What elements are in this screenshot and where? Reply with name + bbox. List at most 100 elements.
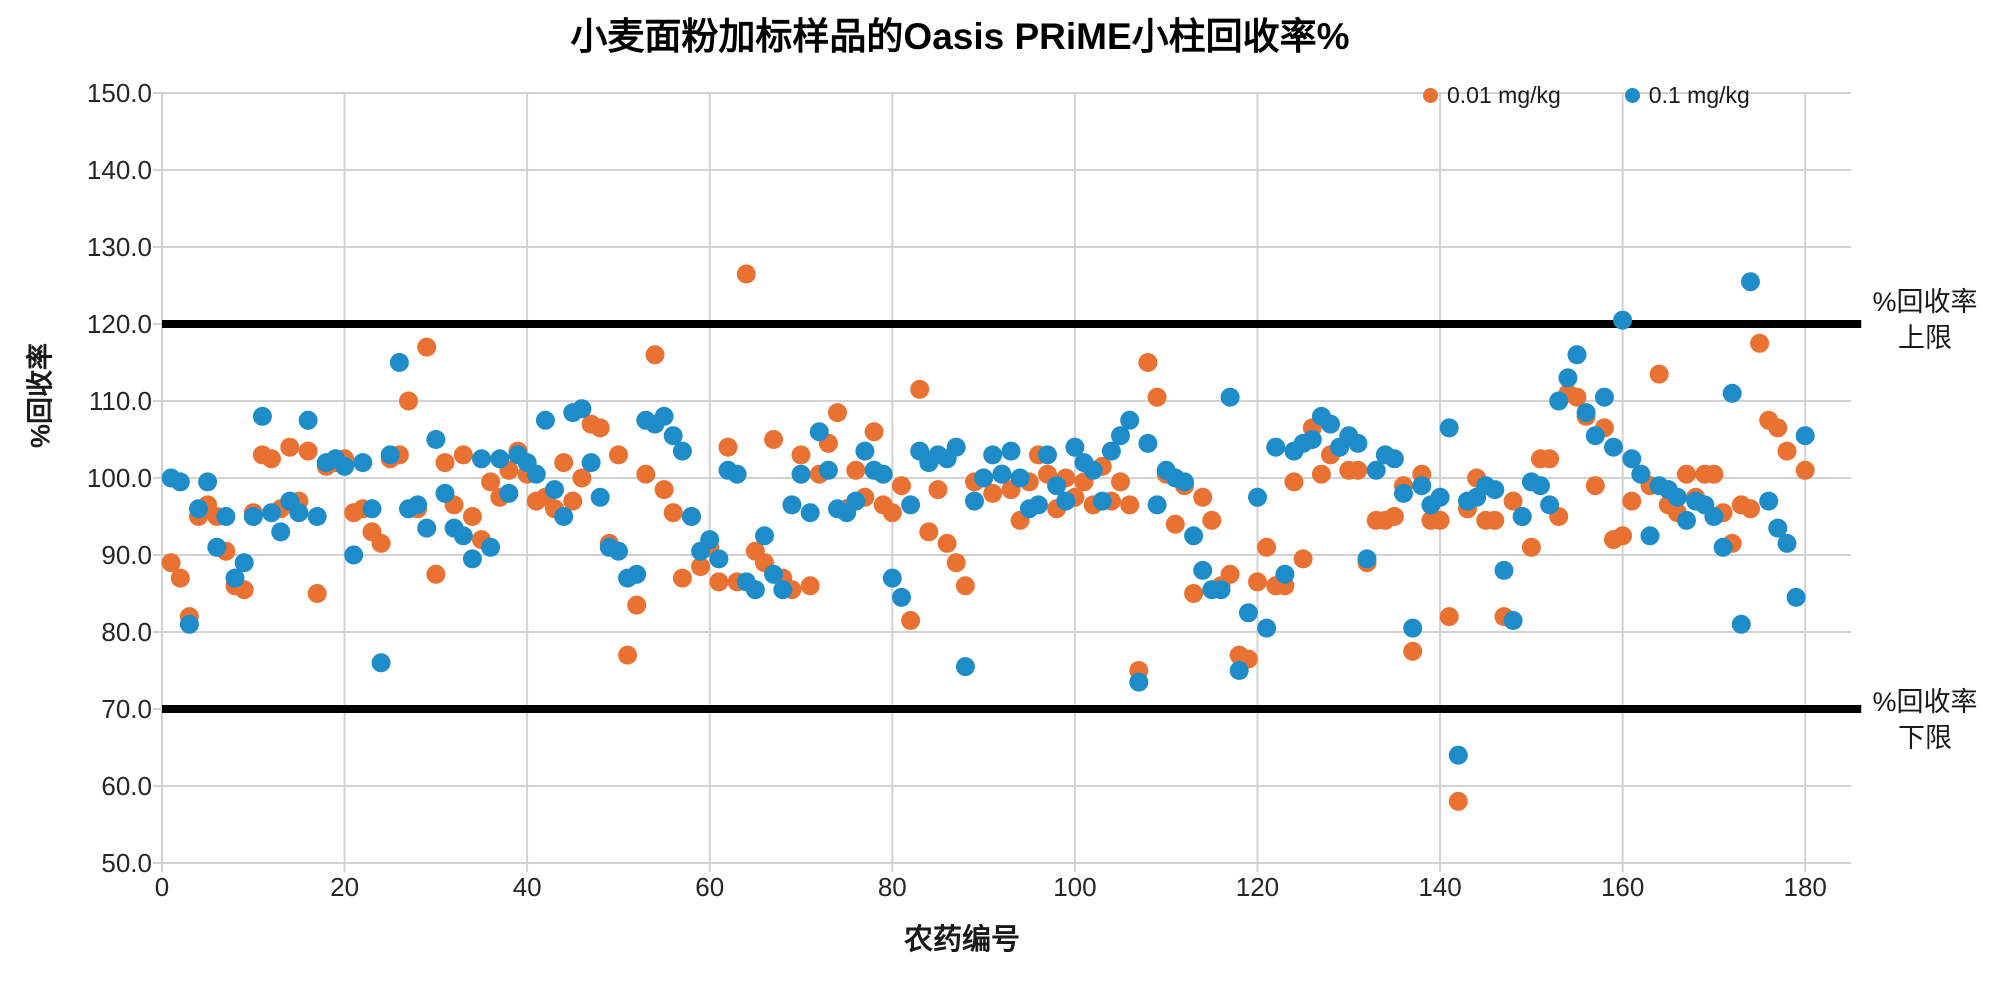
data-point-0.1-mg-kg (289, 503, 309, 523)
data-point-0.01-mg-kg (307, 584, 327, 603)
data-point-0.1-mg-kg (1503, 611, 1523, 630)
data-point-0.1-mg-kg (901, 495, 921, 515)
data-point-0.01-mg-kg (1202, 510, 1222, 530)
data-point-0.1-mg-kg (965, 491, 984, 511)
data-point-0.1-mg-kg (1713, 537, 1733, 557)
data-point-0.01-mg-kg (1165, 514, 1185, 534)
data-point-0.01-mg-kg (910, 379, 930, 399)
data-point-0.1-mg-kg (873, 464, 893, 484)
data-point-0.01-mg-kg (864, 422, 884, 442)
data-point-0.01-mg-kg (1448, 791, 1468, 811)
data-point-0.1-mg-kg (1704, 507, 1724, 526)
data-point-0.01-mg-kg (636, 464, 656, 484)
data-point-0.1-mg-kg (1549, 391, 1569, 411)
data-point-0.01-mg-kg (846, 460, 866, 480)
data-point-0.1-mg-kg (1430, 487, 1450, 507)
data-point-0.1-mg-kg (535, 410, 555, 430)
data-point-0.1-mg-kg (791, 464, 811, 484)
x-tick-label: 40 (512, 872, 542, 902)
data-point-0.1-mg-kg (663, 426, 683, 446)
data-point-0.01-mg-kg (627, 595, 647, 615)
data-point-0.1-mg-kg (1229, 661, 1249, 680)
data-point-0.01-mg-kg (1677, 464, 1696, 484)
data-point-0.1-mg-kg (1366, 460, 1386, 480)
data-point-0.1-mg-kg (1193, 560, 1213, 580)
data-point-0.1-mg-kg (1302, 430, 1322, 449)
legend-label: 0.01 mg/kg (1447, 82, 1561, 108)
data-point-0.1-mg-kg (946, 437, 966, 457)
data-point-0.01-mg-kg (937, 533, 957, 553)
data-point-0.1-mg-kg (1266, 437, 1286, 457)
data-point-0.01-mg-kg (1485, 510, 1505, 530)
data-point-0.1-mg-kg (1777, 533, 1797, 553)
data-point-0.1-mg-kg (1220, 387, 1240, 407)
data-point-0.01-mg-kg (882, 503, 902, 523)
data-point-0.01-mg-kg (654, 480, 674, 500)
data-point-0.1-mg-kg (590, 487, 610, 507)
data-point-0.01-mg-kg (426, 564, 446, 584)
data-point-0.01-mg-kg (1795, 460, 1815, 480)
data-point-0.1-mg-kg (1348, 433, 1368, 453)
data-point-0.1-mg-kg (216, 507, 236, 526)
data-point-0.01-mg-kg (1649, 364, 1669, 384)
lower-limit-label: %回收率 下限 (1850, 684, 2000, 756)
data-point-0.01-mg-kg (1585, 476, 1605, 496)
data-point-0.1-mg-kg (1759, 491, 1779, 511)
data-point-0.1-mg-kg (709, 549, 729, 569)
data-point-0.1-mg-kg (809, 422, 829, 442)
data-point-0.01-mg-kg (645, 345, 665, 365)
data-point-0.01-mg-kg (1193, 487, 1213, 507)
data-point-0.1-mg-kg (1321, 414, 1340, 434)
data-point-0.1-mg-kg (426, 430, 446, 449)
data-point-0.1-mg-kg (1448, 745, 1468, 765)
x-tick-label: 140 (1418, 872, 1462, 902)
data-point-0.1-mg-kg (1567, 345, 1587, 365)
data-point-0.01-mg-kg (554, 453, 574, 473)
data-point-0.01-mg-kg (663, 503, 683, 523)
data-point-0.1-mg-kg (745, 580, 765, 600)
data-point-0.1-mg-kg (179, 614, 199, 634)
data-point-0.1-mg-kg (1357, 549, 1377, 569)
data-point-0.01-mg-kg (1540, 449, 1560, 469)
data-point-0.1-mg-kg (472, 449, 491, 469)
data-point-0.01-mg-kg (1384, 507, 1404, 526)
data-point-0.1-mg-kg (554, 507, 574, 526)
data-point-0.1-mg-kg (170, 472, 190, 492)
y-tick-label: 80.0 (101, 617, 152, 647)
data-point-0.01-mg-kg (563, 491, 583, 511)
data-point-0.1-mg-kg (1540, 495, 1560, 515)
data-point-0.1-mg-kg (1677, 510, 1696, 530)
y-tick-label: 70.0 (101, 694, 152, 724)
data-point-0.1-mg-kg (581, 453, 601, 473)
data-point-0.1-mg-kg (1667, 487, 1687, 507)
data-point-0.1-mg-kg (1494, 560, 1514, 580)
data-point-0.1-mg-kg (1786, 587, 1806, 607)
legend-marker-orange-icon (1423, 88, 1438, 103)
data-point-0.1-mg-kg (462, 549, 482, 569)
data-point-0.01-mg-kg (800, 576, 820, 596)
data-point-0.1-mg-kg (1640, 526, 1660, 546)
y-tick-label: 120.0 (86, 309, 152, 339)
data-point-0.01-mg-kg (736, 264, 756, 284)
legend-item-0-1-mgkg: 0.1 mg/kg (1624, 82, 1750, 109)
data-point-0.01-mg-kg (691, 557, 711, 577)
data-point-0.1-mg-kg (727, 464, 747, 484)
legend-label: 0.1 mg/kg (1648, 82, 1750, 108)
data-point-0.01-mg-kg (298, 441, 318, 461)
data-point-0.01-mg-kg (1138, 353, 1158, 372)
data-point-0.1-mg-kg (344, 545, 364, 565)
data-point-0.1-mg-kg (1394, 483, 1413, 503)
data-point-0.1-mg-kg (755, 526, 774, 546)
data-point-0.01-mg-kg (955, 576, 975, 596)
x-tick-label: 60 (695, 872, 725, 902)
data-point-0.1-mg-kg (1631, 464, 1651, 484)
data-point-0.01-mg-kg (901, 611, 921, 630)
data-point-0.1-mg-kg (609, 541, 628, 561)
data-point-0.1-mg-kg (1722, 383, 1742, 403)
data-point-0.01-mg-kg (399, 391, 418, 411)
data-point-0.01-mg-kg (417, 337, 437, 357)
data-point-0.1-mg-kg (882, 568, 902, 588)
data-point-0.01-mg-kg (1348, 460, 1368, 480)
data-point-0.1-mg-kg (453, 526, 473, 546)
data-point-0.01-mg-kg (161, 553, 181, 573)
